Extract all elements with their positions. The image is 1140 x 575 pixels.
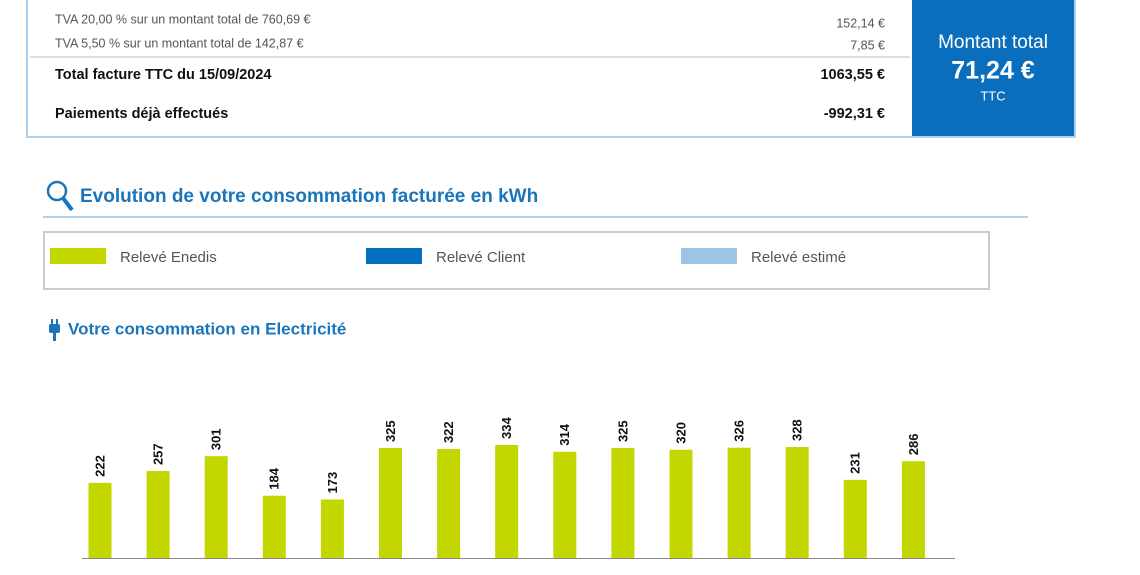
bar [843,479,867,558]
bar [437,449,461,558]
bar [204,456,228,558]
bar [611,448,635,558]
bar [379,448,402,558]
legend-swatch [681,248,737,264]
bar [320,499,344,558]
data-label: 173 [325,472,340,494]
invoice-frame [26,0,1076,138]
data-label: 325 [383,420,398,442]
bar [553,451,577,558]
box-suffix: TTC [980,88,1005,103]
data-label: 301 [209,428,224,450]
legend-swatch [50,248,106,264]
data-label: 322 [441,421,456,443]
tax-amount: 7,85 € [850,38,885,52]
chart-title: Votre consommation en Electricité [68,319,346,338]
box-title: Montant total [938,32,1048,53]
data-label: 314 [557,423,572,445]
data-label: 257 [151,443,166,465]
plug-icon [49,319,60,341]
bar [495,445,519,558]
data-label: 320 [673,422,688,444]
data-label: 286 [906,434,921,456]
box-amount: 71,24 € [951,57,1035,85]
legend-swatch [366,248,422,264]
bar [669,449,693,558]
bar [727,447,751,558]
data-label: 328 [790,419,805,441]
data-label: 325 [615,420,630,442]
legend-label: Relevé estimé [751,249,846,266]
paid-label: Paiements déjà effectués [55,106,228,122]
bar [88,482,112,558]
legend-frame [43,231,990,290]
data-label: 231 [848,452,863,474]
legend-label: Relevé Enedis [120,249,217,266]
section-title: Evolution de votre consommation facturée… [80,186,538,207]
total-box [912,0,1074,136]
bar [901,461,925,558]
tax-label: TVA 5,50 % sur un montant total de 142,8… [55,36,304,50]
magnifier-icon [46,180,74,212]
data-label: 222 [92,455,107,477]
tax-label: TVA 20,00 % sur un montant total de 760,… [55,12,311,26]
data-label: 184 [267,467,282,489]
paid-amount: -992,31 € [824,106,885,122]
tax-amount: 152,14 € [836,16,885,30]
data-label: 334 [499,417,514,439]
data-label: 326 [732,420,747,442]
bar [785,447,809,558]
legend-label: Relevé Client [436,249,526,266]
total-amount: 1063,55 € [820,67,885,83]
total-label: Total facture TTC du 15/09/2024 [55,67,272,83]
bar [146,471,170,558]
bar [262,495,286,558]
